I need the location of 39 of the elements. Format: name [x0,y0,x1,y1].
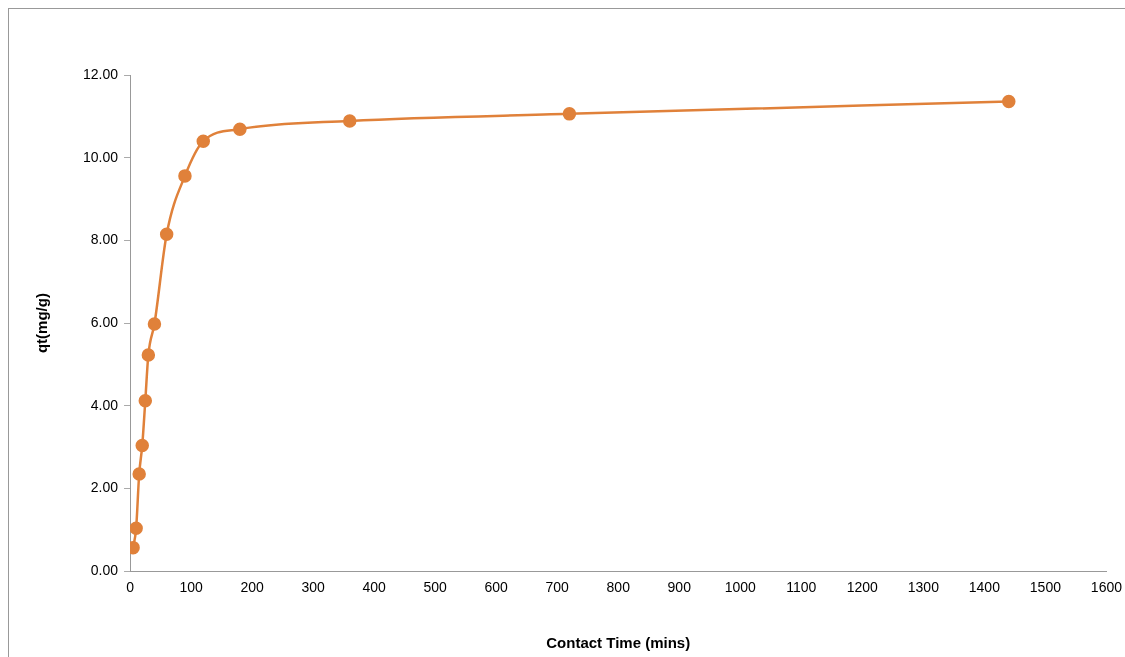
x-tick-label: 200 [240,579,264,596]
point [130,521,143,535]
point [138,394,153,408]
x-tick-label: 1300 [907,579,940,596]
y-tick-label: 10.00 [82,148,119,165]
x-tick-label: 1400 [968,579,1001,596]
point [141,348,156,362]
x-tick-label: 400 [362,579,387,596]
x-tick-label: 0 [126,579,135,596]
x-tick-label: 700 [545,579,570,596]
y-tick-label: 6.00 [90,313,119,330]
y-tick-label: 2.00 [90,479,119,496]
point [178,169,192,183]
point [147,317,162,331]
x-tick-label: 1100 [786,579,817,596]
x-tick-label: 300 [301,579,325,596]
y-tick-label: 12.00 [82,65,119,82]
y-tick-label: 0.00 [90,562,119,579]
point [159,227,174,241]
point [342,114,357,128]
x-axis-title: Contact Time (mins) [546,634,691,652]
x-tick-label: 900 [667,579,692,596]
point [562,107,577,121]
x-tick-label: 500 [423,579,448,596]
x-tick-label: 1200 [846,579,879,596]
x-tick-label: 1600 [1090,579,1123,596]
x-tick-label: 1500 [1029,579,1062,596]
point [1002,94,1016,109]
point [233,122,247,136]
x-tick-label: 600 [484,579,509,596]
y-tick-label: 4.00 [90,396,119,413]
x-tick-label: 1000 [724,579,757,596]
point [196,134,211,148]
point [132,467,146,481]
x-tick-label: 100 [179,579,203,596]
point [135,438,149,453]
y-tick-label: 8.00 [90,231,119,248]
y-axis-title: qt(mg/g) [33,293,51,354]
x-tick-label: 800 [606,579,631,596]
